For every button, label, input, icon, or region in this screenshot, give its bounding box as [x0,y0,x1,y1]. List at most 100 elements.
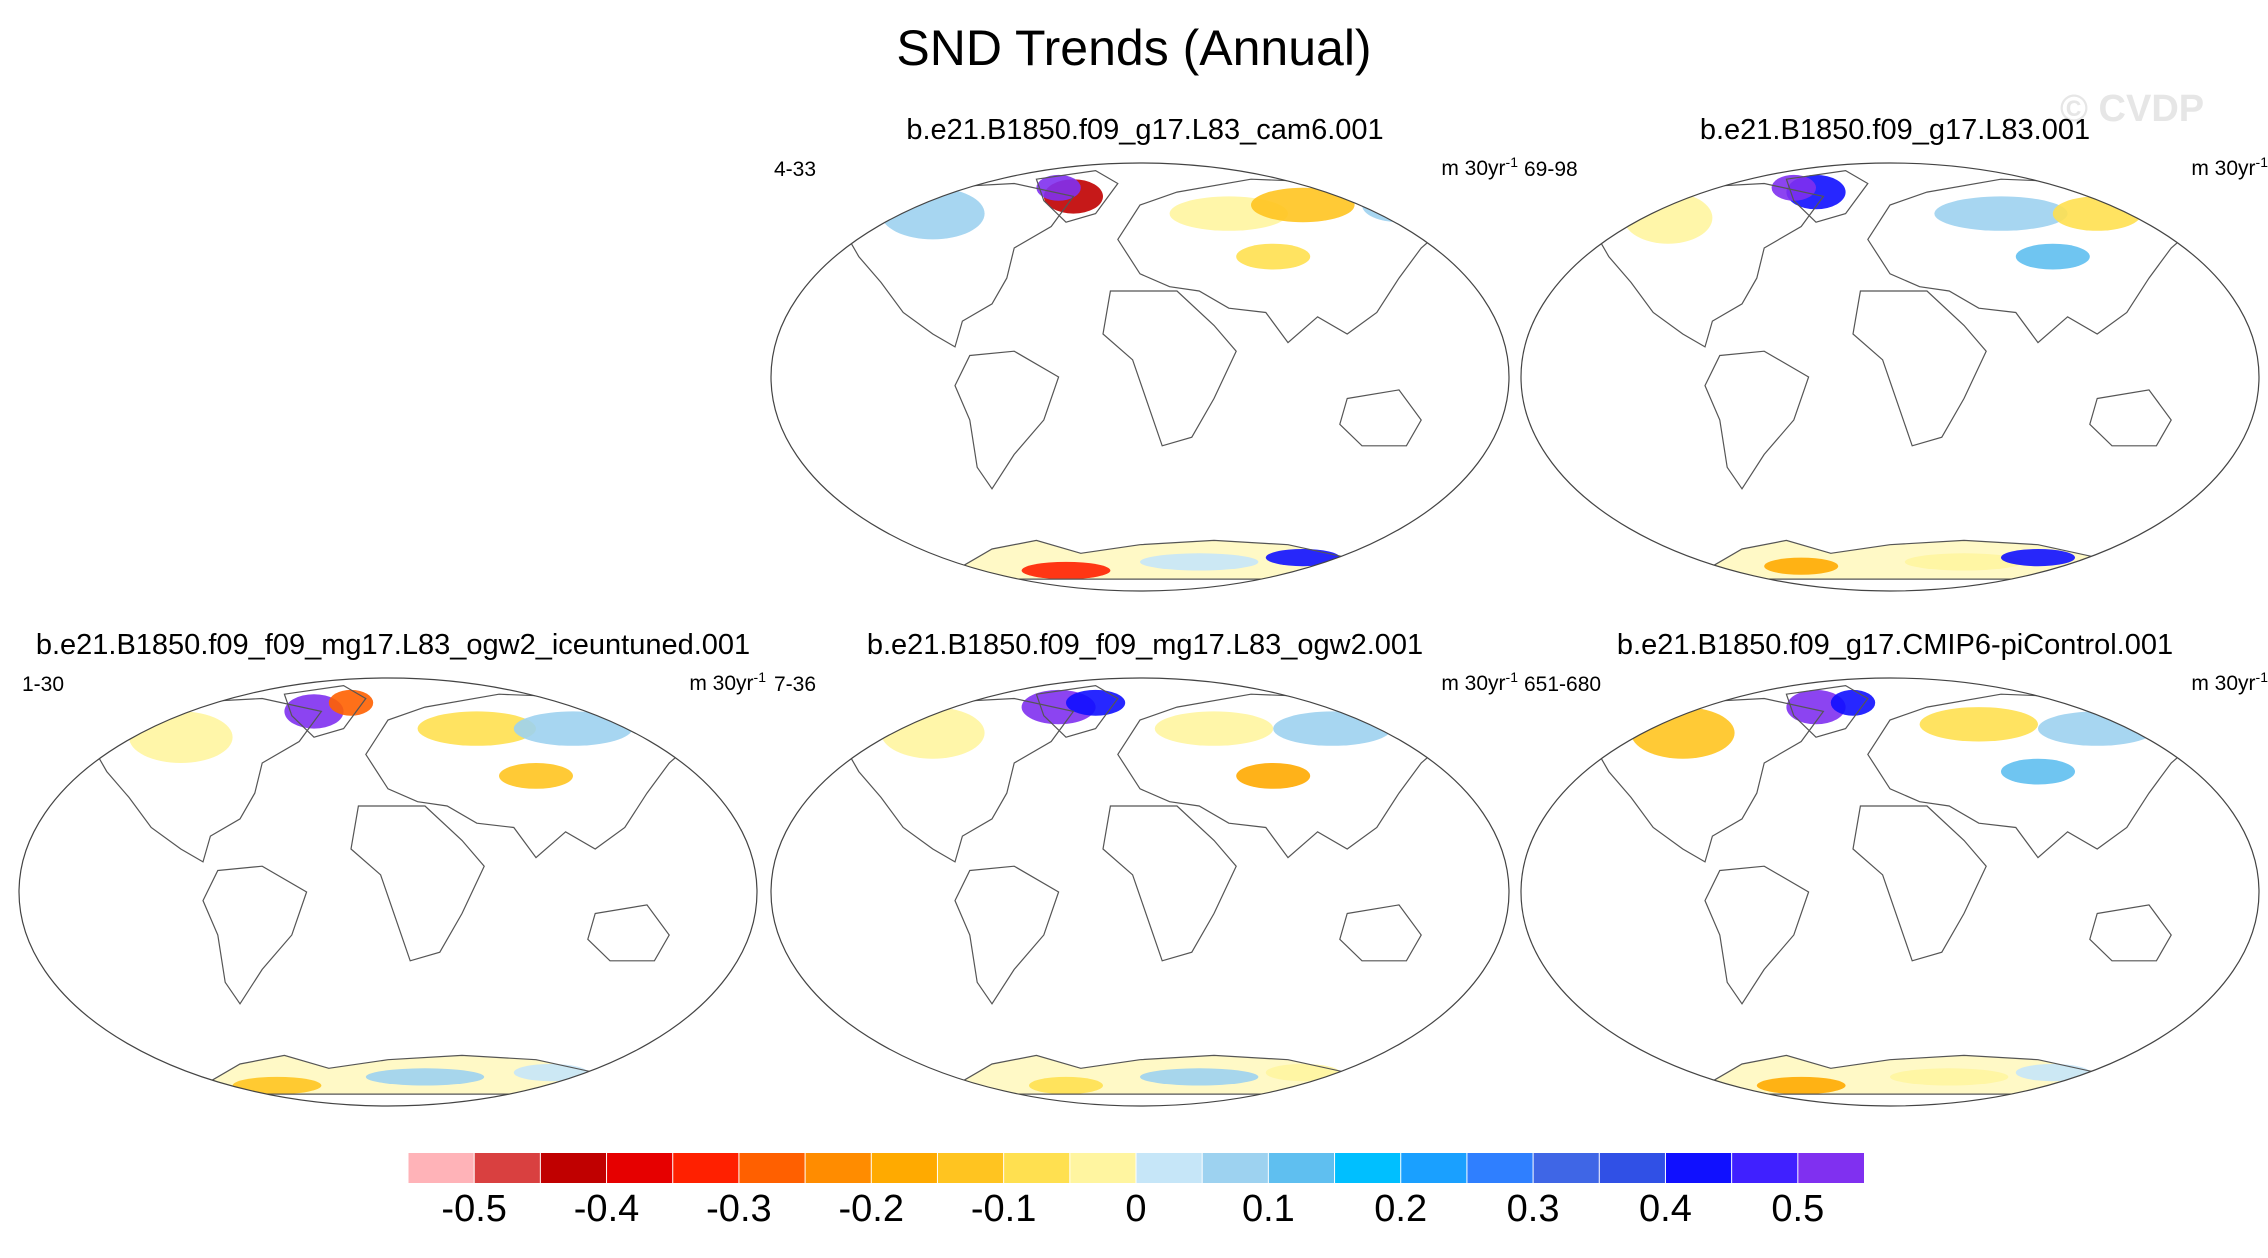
map-panel: b.e21.B1850.f09_g17.L83_cam6.001 4-33 m 30… [770,112,1520,602]
panel-title: b.e21.B1850.f09_f09_mg17.L83_ogw2_iceunt… [35,629,751,661]
snow-trend-patch [513,711,633,746]
colorbar-box [1400,1153,1468,1183]
panel-units: m 30yr-1 [689,669,766,695]
snow-trend-patch [1066,689,1126,716]
coastline-africa [1852,290,1987,447]
map-panel: b.e21.B1850.f09_f09_mg17.L83_ogw2_iceunt… [18,627,768,1117]
world-map [1520,162,2260,592]
coastline-africa [1102,805,1237,962]
coastline-antarctica [1697,539,2114,580]
map-panel: b.e21.B1850.f09_f09_mg17.L83_ogw2.001 7-3… [770,627,1520,1117]
coastline-greenland [1785,684,1869,738]
coastline-antarctica [195,1054,612,1095]
coastline-northAmerica [843,697,1075,863]
panel-years: 69-98 [1524,158,1578,181]
coastline-africa [1102,290,1237,447]
colorbar-box [1268,1153,1336,1183]
colorbar-box [805,1153,872,1183]
coastline-greenland [1035,169,1119,223]
snow-trend-patch [1904,553,2024,571]
snow-trend-patch [2015,243,2090,270]
snow-trend-patch [2001,758,2075,785]
map-border [770,162,1510,592]
snow-trend-patch [2001,549,2075,567]
colorbar-box [1334,1153,1402,1183]
coastline-southAmerica [954,865,1060,1005]
snow-trend-patch [417,711,536,746]
coastline-eurasia [1117,693,1452,859]
map-border [1520,677,2260,1107]
colorbar-box [1533,1153,1600,1183]
coastline-northAmerica [1593,182,1825,348]
map-border [18,677,758,1107]
panel-units: m 30yr-1 [2191,154,2268,180]
coastline-greenland [1785,169,1869,223]
colorbar-box [1136,1153,1203,1183]
snow-trend-patch [1890,1068,2009,1086]
coastline-northAmerica [1593,697,1825,863]
snow-trend-patch [1265,1064,1340,1082]
snow-trend-patch [1756,1076,1846,1095]
panel-units: m 30yr-1 [2191,669,2268,695]
snow-trend-patch [232,1076,322,1095]
snow-trend-patch [1029,1076,1103,1095]
snow-trend-patch [1154,711,1274,746]
coastline-australia [1339,389,1422,447]
world-map [770,162,1510,592]
snow-trend-patch [881,187,985,240]
snow-trend-patch [1236,763,1311,789]
colorbar-box [1599,1153,1666,1183]
panel-years: 651-680 [1524,673,1602,696]
snow-trend-patch [513,1064,588,1082]
snow-trend-patch [499,763,573,789]
page-title: SND Trends (Annual) [896,20,1372,76]
colorbar-box [1003,1153,1071,1183]
colorbar-tick-label: 0.3 [1506,1188,1560,1230]
colorbar-box [937,1153,1005,1183]
colorbar-box [606,1153,674,1183]
snow-trend-patch [1036,174,1081,201]
snow-trend-patch [1140,1068,1259,1086]
colorbar-box [408,1153,475,1183]
watermark: © CVDP [2060,88,2205,130]
snow-trend-patch [1021,561,1111,580]
snow-trend-patch [1140,553,1259,571]
map-panel: b.e21.B1850.f09_g17.CMIP6-piControl.001 6… [1520,627,2268,1117]
colorbar-tick-label: 0.4 [1639,1188,1692,1230]
coastline-australia [587,904,670,962]
snow-trend-patch [1362,187,1436,223]
panel-units: m 30yr-1 [1441,154,1518,180]
coastline-southAmerica [202,865,308,1005]
coastline-eurasia [1117,178,1452,344]
snow-trend-patch [1251,187,1355,223]
world-map [18,677,758,1107]
coastline-greenland [283,684,367,738]
snow-trend-patch [1236,243,1311,270]
snow-trend-patch [1273,711,1392,746]
snow-trend-patch [2015,1064,2090,1082]
coastline-northAmerica [843,182,1075,348]
coastline-africa [1852,805,1987,962]
snow-trend-patch [1623,192,1713,244]
coastline-southAmerica [1704,865,1810,1005]
coastline-eurasia [365,693,700,859]
panel-units: m 30yr-1 [1441,669,1518,695]
colorbar-box [1069,1153,1137,1183]
map-border [1520,162,2260,592]
colorbar-box [540,1153,608,1183]
coastline-antarctica [947,1054,1364,1095]
colorbar-tick-label: -0.1 [970,1188,1037,1230]
snow-trend-patch [1830,689,1876,716]
snow-trend-patch [1786,689,1846,725]
coastline-antarctica [1697,1054,2114,1095]
panel-years: 4-33 [774,158,817,181]
coastline-eurasia [1867,178,2202,344]
snow-trend-patch [1934,196,2068,231]
snow-trend-patch [2038,711,2157,746]
colorbar-tick-label: -0.5 [441,1188,507,1230]
coastline-africa [350,805,485,962]
coastline-southAmerica [954,350,1060,490]
snow-trend-patch [1764,557,1839,575]
colorbar-box [1202,1153,1269,1183]
colorbar-box [474,1153,541,1183]
